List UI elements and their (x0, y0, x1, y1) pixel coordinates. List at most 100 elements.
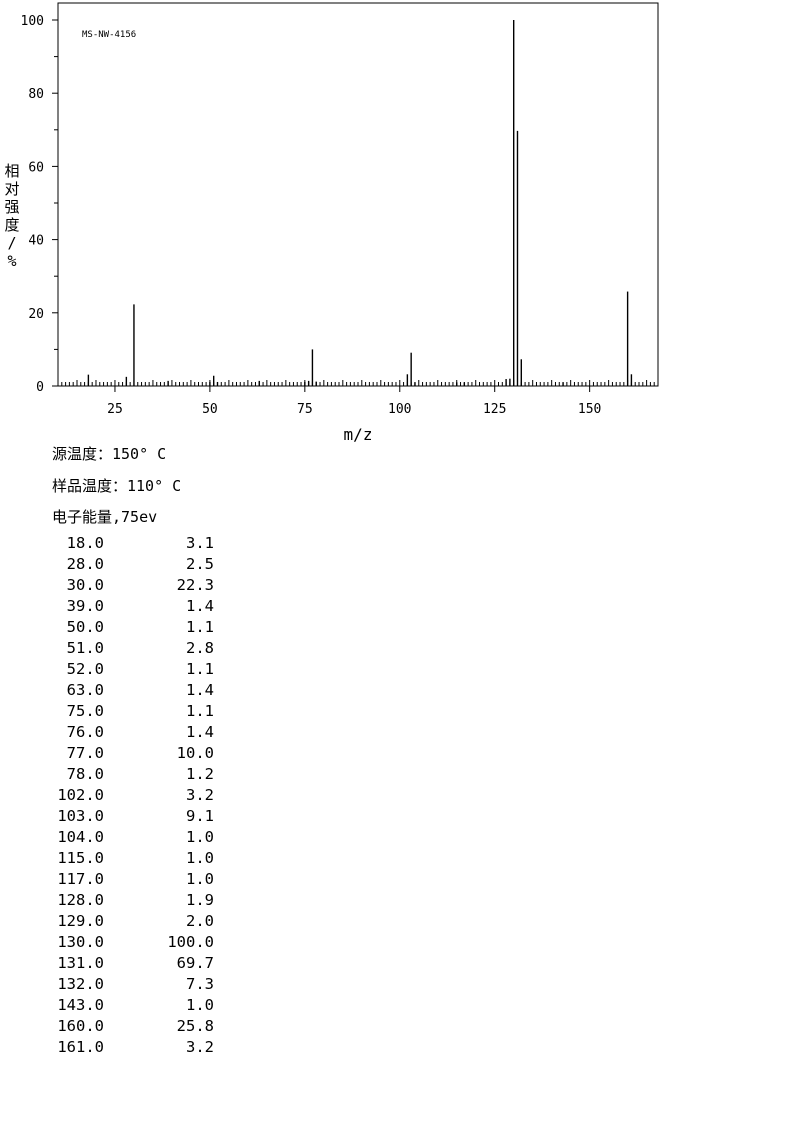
x-tick-label: 100 (388, 402, 411, 417)
y-axis-label: 相对强度/% (4, 162, 19, 270)
peak-mz: 77.0 (66, 744, 104, 762)
peak-intensity: 1.0 (186, 996, 214, 1014)
y-tick-label: 60 (28, 160, 44, 175)
table-row: 78.0 1.2 (40, 764, 214, 785)
peak-intensity: 1.0 (186, 870, 214, 888)
y-tick-label: 20 (28, 307, 44, 322)
table-row: 129.0 2.0 (40, 911, 214, 932)
peak-intensity: 1.4 (186, 597, 214, 615)
table-row: 103.0 9.1 (40, 806, 214, 827)
y-axis-ticks: 0 20 40 60 80 100 (21, 14, 58, 395)
peak-mz: 76.0 (66, 723, 104, 741)
table-row: 52.0 1.1 (40, 659, 214, 680)
table-row: 132.0 7.3 (40, 974, 214, 995)
peak-mz: 39.0 (66, 597, 104, 615)
table-row: 143.0 1.0 (40, 995, 214, 1016)
peak-mz: 132.0 (57, 975, 104, 993)
table-row: 75.0 1.1 (40, 701, 214, 722)
peak-intensity: 3.2 (186, 786, 214, 804)
peak-table: 18.0 3.1 28.0 2.5 30.0 22.3 39.0 1.4 50.0 1.1 51.0… (40, 533, 214, 1058)
peak-mz: 78.0 (66, 765, 104, 783)
source-temperature: 源温度：150° C (52, 445, 167, 463)
table-row: 18.0 3.1 (40, 533, 214, 554)
peak-mz: 129.0 (57, 912, 104, 930)
table-row: 115.0 1.0 (40, 848, 214, 869)
table-row: 77.0 10.0 (40, 743, 214, 764)
peak-intensity: 1.1 (186, 618, 214, 636)
table-row: 160.0 25.8 (40, 1016, 214, 1037)
y-tick-label: 0 (36, 380, 44, 395)
peak-intensity: 1.0 (186, 849, 214, 867)
sample-temperature: 样品温度：110° C (52, 477, 182, 495)
table-row: 104.0 1.0 (40, 827, 214, 848)
plot-frame (57, 2, 659, 387)
peak-intensity: 22.3 (176, 576, 214, 594)
peak-mz: 115.0 (57, 849, 104, 867)
mass-spectrum-chart: MS-NW-4156 25 50 75 100 125 150 020406080100 … (4, 2, 659, 444)
table-row: 128.0 1.9 (40, 890, 214, 911)
table-row: 50.0 1.1 (40, 617, 214, 638)
peak-mz: 52.0 (66, 660, 104, 678)
table-row: 76.0 1.4 (40, 722, 214, 743)
x-axis-label: m/z (344, 425, 373, 444)
table-row: 117.0 1.0 (40, 869, 214, 890)
peak-intensity: 100.0 (167, 933, 214, 951)
peak-intensity: 1.4 (186, 681, 214, 699)
peak-intensity: 1.9 (186, 891, 214, 909)
peak-intensity: 10.0 (176, 744, 214, 762)
electron-energy: 电子能量,75ev (52, 508, 158, 526)
peak-mz: 117.0 (57, 870, 104, 888)
y-tick-label: 100 (21, 14, 44, 29)
peak-mz: 128.0 (57, 891, 104, 909)
peak-mz: 103.0 (57, 807, 104, 825)
x-tick-label: 25 (107, 402, 123, 417)
peak-mz: 63.0 (66, 681, 104, 699)
table-row: 131.0 69.7 (40, 953, 214, 974)
peak-intensity: 1.4 (186, 723, 214, 741)
table-row: 63.0 1.4 (40, 680, 214, 701)
peak-intensity: 69.7 (176, 954, 214, 972)
peak-bars (87, 20, 633, 386)
peak-intensity: 3.2 (186, 1038, 214, 1056)
y-tick-label: 40 (28, 234, 44, 249)
peak-intensity: 2.5 (186, 555, 214, 573)
y-tick-label: 80 (28, 87, 44, 102)
peak-intensity: 9.1 (186, 807, 214, 825)
x-minor-ticks (57, 380, 659, 386)
peak-intensity: 2.0 (186, 912, 214, 930)
peak-mz: 131.0 (57, 954, 104, 972)
peak-intensity: 7.3 (186, 975, 214, 993)
peak-mz: 50.0 (66, 618, 104, 636)
peak-mz: 75.0 (66, 702, 104, 720)
peak-intensity: 1.0 (186, 828, 214, 846)
table-row: 102.0 3.2 (40, 785, 214, 806)
table-row: 130.0 100.0 (40, 932, 214, 953)
peak-intensity: 25.8 (176, 1017, 214, 1035)
x-tick-label: 50 (202, 402, 218, 417)
peak-mz: 130.0 (57, 933, 104, 951)
table-row: 30.0 22.3 (40, 575, 214, 596)
x-axis-ticks: 25 50 75 100 125 150 (107, 386, 601, 417)
peak-mz: 143.0 (57, 996, 104, 1014)
table-row: 51.0 2.8 (40, 638, 214, 659)
peak-intensity: 1.2 (186, 765, 214, 783)
peak-mz: 104.0 (57, 828, 104, 846)
peak-mz: 160.0 (57, 1017, 104, 1035)
x-tick-label: 125 (483, 402, 506, 417)
peak-mz: 51.0 (66, 639, 104, 657)
peak-mz: 18.0 (66, 534, 104, 552)
table-row: 161.0 3.2 (40, 1037, 214, 1058)
peak-intensity: 3.1 (186, 534, 214, 552)
peak-mz: 102.0 (57, 786, 104, 804)
peak-intensity: 1.1 (186, 702, 214, 720)
peak-intensity: 1.1 (186, 660, 214, 678)
table-row: 28.0 2.5 (40, 554, 214, 575)
peak-mz: 28.0 (66, 555, 104, 573)
peak-intensity: 2.8 (186, 639, 214, 657)
x-tick-label: 75 (297, 402, 313, 417)
table-row: 39.0 1.4 (40, 596, 214, 617)
chart-title: MS-NW-4156 (82, 30, 136, 40)
peak-mz: 30.0 (66, 576, 104, 594)
x-tick-label: 150 (578, 402, 601, 417)
peak-mz: 161.0 (57, 1038, 104, 1056)
